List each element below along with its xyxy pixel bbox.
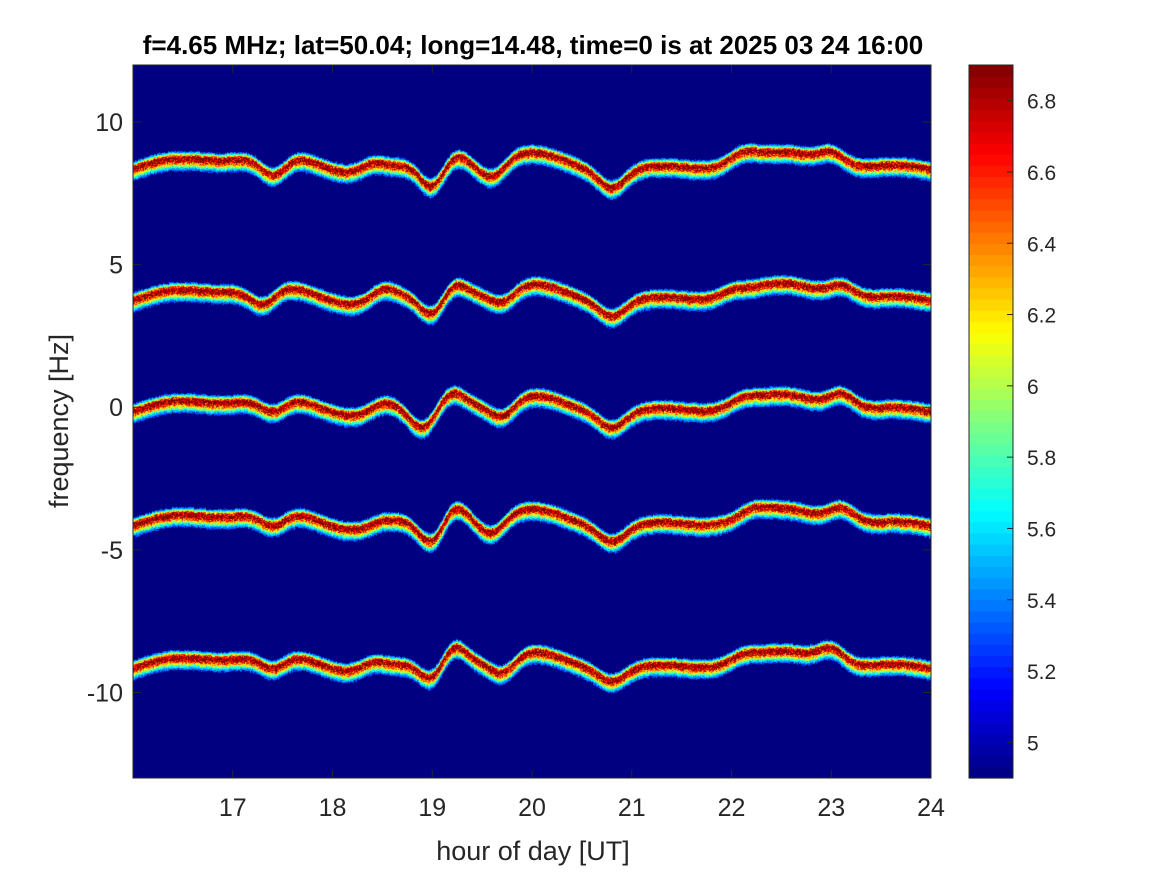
colorbar-segment — [969, 421, 1013, 434]
colorbar-segment — [969, 766, 1013, 779]
x-tick-label: 19 — [418, 794, 446, 822]
colorbar-segment — [969, 521, 1013, 534]
x-tick-label: 24 — [917, 794, 945, 822]
colorbar-segment — [969, 633, 1013, 645]
colorbar-segment — [969, 187, 1013, 200]
x-axis-label: hour of day [UT] — [436, 836, 630, 866]
colorbar-segment — [969, 711, 1013, 723]
colorbar-tick-label: 5.2 — [1027, 661, 1056, 684]
y-tick-label: -5 — [101, 537, 123, 565]
colorbar-segment — [969, 321, 1013, 333]
y-tick-label: 0 — [109, 394, 123, 422]
colorbar-segment — [969, 232, 1013, 244]
colorbar-segment — [969, 510, 1013, 523]
colorbar-segment — [969, 399, 1013, 411]
colorbar-segment — [969, 700, 1013, 712]
colorbar-segment — [969, 666, 1013, 679]
colorbar-segment — [969, 354, 1013, 367]
y-tick-label: 5 — [109, 252, 123, 280]
colorbar-segment — [969, 622, 1013, 634]
colorbar-segment — [969, 220, 1013, 233]
x-tick-label: 21 — [618, 794, 646, 822]
colorbar-segment — [969, 744, 1013, 757]
colorbar-segment — [969, 154, 1013, 166]
colorbar-segment — [969, 477, 1013, 489]
colorbar-segment — [969, 388, 1013, 400]
colorbar-tick-label: 6.6 — [1027, 162, 1056, 185]
colorbar-segment — [969, 588, 1013, 601]
colorbar-segment — [969, 610, 1013, 623]
x-tick-label: 22 — [718, 794, 746, 822]
colorbar-segment — [969, 488, 1013, 501]
colorbar-segment — [969, 109, 1013, 122]
colorbar-tick-label: 6 — [1027, 376, 1039, 399]
colorbar-segment — [969, 332, 1013, 345]
colorbar: 5 5.2 5.4 5.6 5.8 6 6.2 6.4 6.6 6.8 — [968, 64, 1057, 779]
colorbar-segment — [969, 98, 1013, 111]
colorbar-segment — [969, 755, 1013, 768]
colorbar-segment — [969, 65, 1013, 77]
colorbar-segment — [969, 544, 1013, 556]
colorbar-segment — [969, 165, 1013, 178]
colorbar-segment — [969, 688, 1013, 701]
colorbar-segment — [969, 176, 1013, 189]
colorbar-frame — [968, 64, 1014, 779]
colorbar-segment — [969, 655, 1013, 668]
colorbar-segment — [969, 87, 1013, 100]
colorbar-segment — [969, 466, 1013, 478]
x-axis-ticks: 17 18 19 20 21 22 23 24 — [219, 65, 945, 822]
x-tick-label: 23 — [817, 794, 845, 822]
colorbar-segment — [969, 432, 1013, 445]
chart-title: f=4.65 MHz; lat=50.04; long=14.48, time=… — [143, 30, 923, 60]
colorbar-segment — [969, 577, 1013, 590]
colorbar-segment — [969, 376, 1013, 389]
colorbar-segment — [969, 131, 1013, 144]
colorbar-segment — [969, 243, 1013, 255]
colorbar-tick-label: 6.4 — [1027, 233, 1057, 256]
y-tick-label: 10 — [95, 109, 123, 137]
colorbar-segment — [969, 298, 1013, 311]
colorbar-segment — [969, 443, 1013, 456]
colorbar-segment — [969, 198, 1013, 211]
colorbar-tick-label: 6.8 — [1027, 91, 1056, 114]
colorbar-segment — [969, 142, 1013, 155]
colorbar-segment — [969, 733, 1013, 746]
colorbar-segment — [969, 532, 1013, 545]
colorbar-segment — [969, 644, 1013, 657]
colorbar-segment — [969, 287, 1013, 300]
colorbar-segment — [969, 276, 1013, 289]
colorbar-segment — [969, 343, 1013, 356]
colorbar-tick-label: 5.8 — [1027, 447, 1056, 470]
colorbar-tick-label: 5 — [1027, 732, 1039, 755]
y-axis-ticks: 10 5 0 -5 -10 — [87, 109, 931, 707]
plot-area — [132, 64, 932, 779]
colorbar-segment — [969, 365, 1013, 378]
colorbar-segment — [969, 310, 1013, 322]
colorbar-segment — [969, 76, 1013, 88]
colorbar-tick-label: 6.2 — [1027, 305, 1056, 328]
colorbar-segment — [969, 454, 1013, 467]
colorbar-segment — [969, 410, 1013, 423]
colorbar-tick-label: 5.4 — [1027, 590, 1057, 613]
y-axis-label: frequency [Hz] — [44, 334, 74, 508]
colorbar-segment — [969, 566, 1013, 579]
heatmap-image — [133, 65, 931, 778]
y-tick-label: -10 — [87, 679, 123, 707]
colorbar-segment — [969, 599, 1013, 612]
colorbar-segment — [969, 209, 1013, 222]
colorbar-segment — [969, 499, 1013, 512]
colorbar-segment — [969, 555, 1013, 567]
colorbar-segment — [969, 677, 1013, 690]
colorbar-segment — [969, 254, 1013, 267]
colorbar-segment — [969, 265, 1013, 278]
colorbar-segment — [969, 120, 1013, 133]
x-tick-label: 17 — [219, 794, 247, 822]
colorbar-segment — [969, 722, 1013, 735]
x-tick-label: 20 — [518, 794, 546, 822]
x-tick-label: 18 — [319, 794, 347, 822]
colorbar-tick-label: 5.6 — [1027, 518, 1056, 541]
